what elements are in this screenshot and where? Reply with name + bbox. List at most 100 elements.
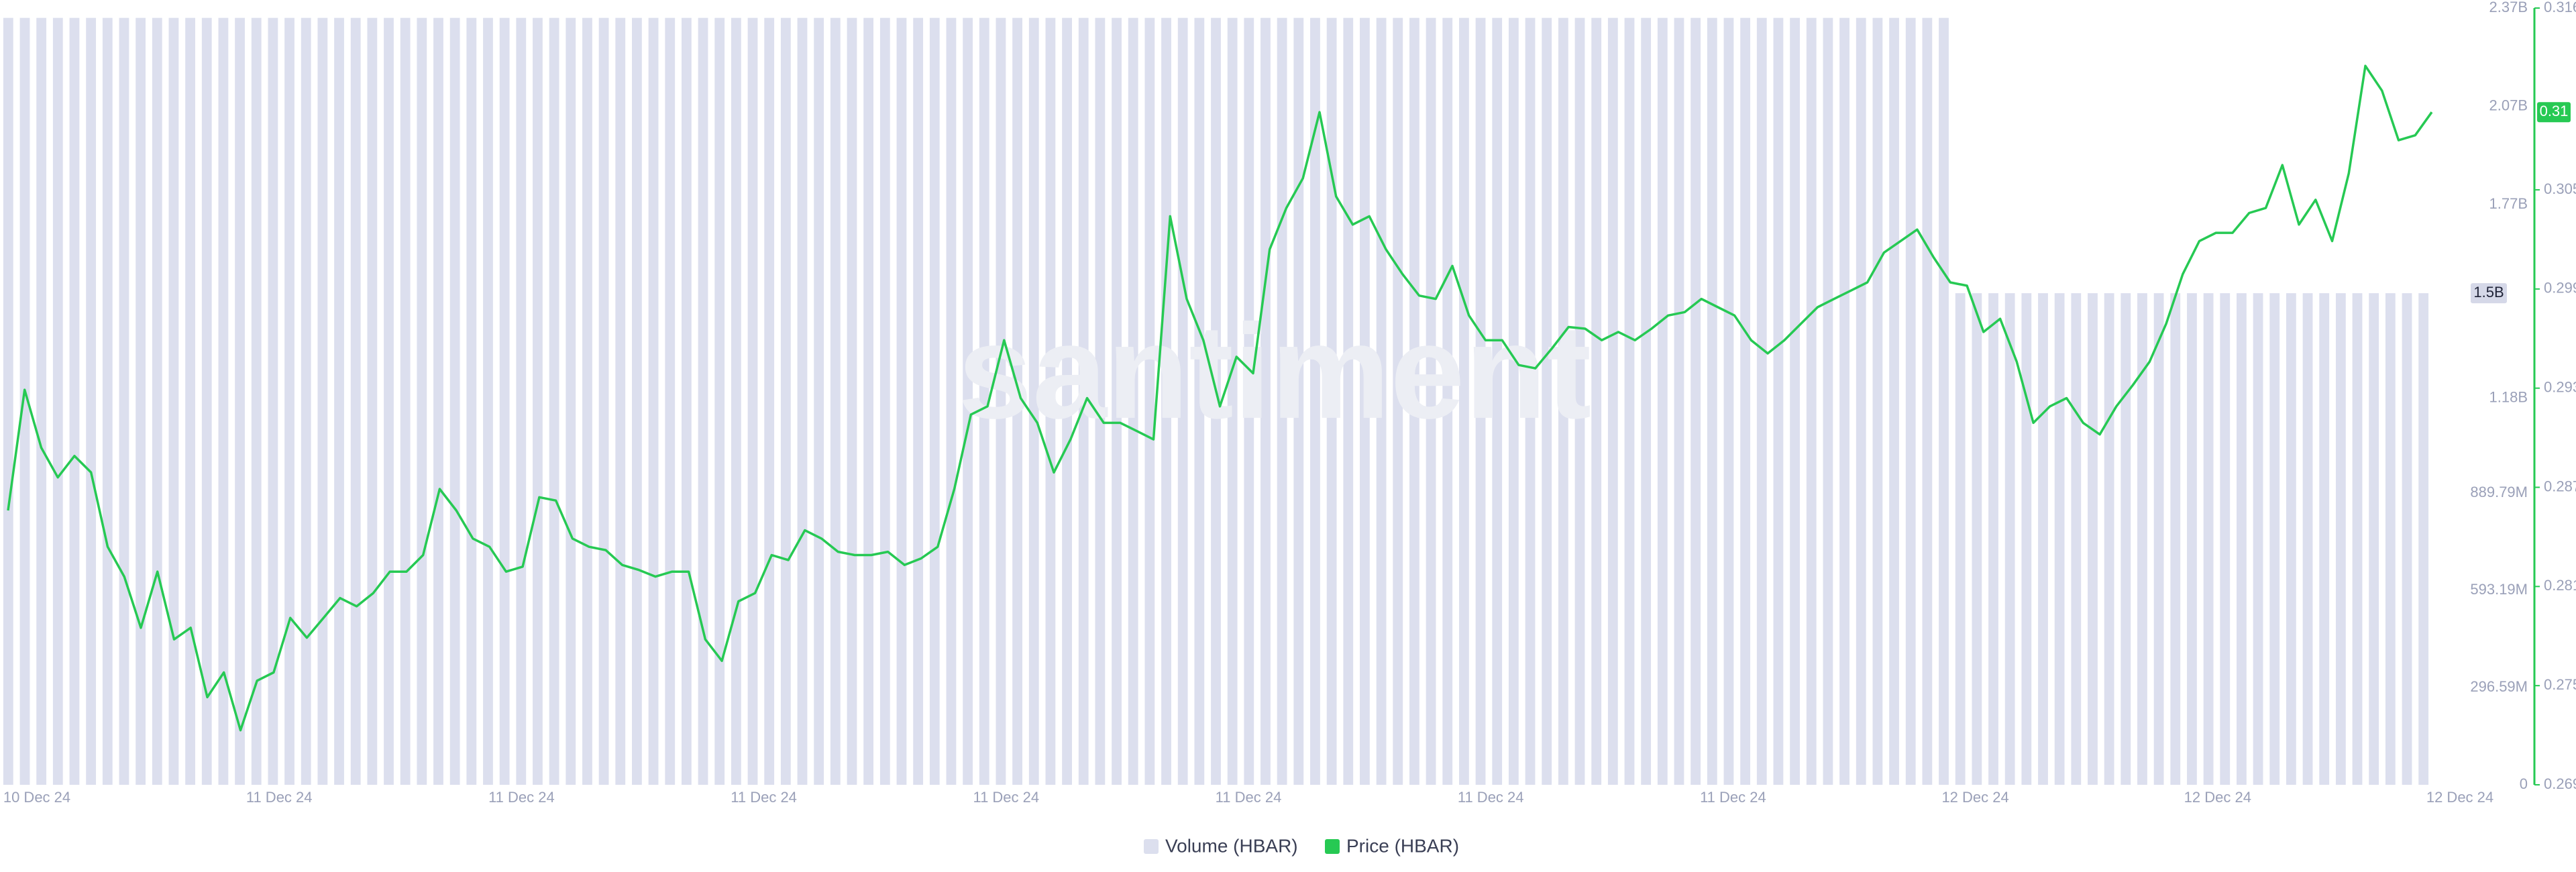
- volume-bar: [879, 17, 890, 785]
- volume-bar: [1393, 17, 1403, 785]
- volume-bar: [235, 17, 245, 785]
- y2-tick-label: 0.281: [2544, 577, 2576, 594]
- volume-bar: [1823, 17, 1833, 785]
- legend-label: Volume (HBAR): [1165, 835, 1298, 856]
- volume-bar: [218, 17, 229, 785]
- volume-bar: [2335, 293, 2346, 785]
- volume-bar: [632, 17, 642, 785]
- volume-bar: [1889, 17, 1899, 785]
- volume-bar: [979, 17, 989, 785]
- volume-bar: [1707, 17, 1717, 785]
- volume-bar: [201, 17, 212, 785]
- volume-bar: [2352, 293, 2363, 785]
- volume-bar: [2054, 293, 2065, 785]
- y-tick-label: 2.07B: [2489, 97, 2528, 113]
- volume-bar: [268, 17, 278, 785]
- volume-bar: [1161, 17, 1171, 785]
- volume-bar: [2153, 293, 2164, 785]
- volume-bar: [1095, 17, 1106, 785]
- volume-bar: [1028, 17, 1039, 785]
- volume-bar: [2203, 293, 2214, 785]
- x-tick-label: 12 Dec 24: [2184, 789, 2251, 806]
- volume-bar: [119, 17, 129, 785]
- volume-bar: [2121, 293, 2131, 785]
- volume-bar: [996, 17, 1006, 785]
- volume-bar: [301, 17, 311, 785]
- volume-bar: [1607, 17, 1618, 785]
- volume-bar: [1723, 17, 1734, 785]
- volume-bar: [1790, 17, 1800, 785]
- volume-bar: [1310, 17, 1320, 785]
- legend-swatch: [1144, 839, 1159, 854]
- volume-bar: [1591, 17, 1602, 785]
- volume-bar: [400, 17, 411, 785]
- volume-bar: [1078, 17, 1089, 785]
- x-tick-label: 11 Dec 24: [1700, 789, 1766, 806]
- volume-bar: [1045, 17, 1056, 785]
- price-last-tag: 0.31: [2540, 103, 2569, 119]
- legend-swatch: [1325, 839, 1340, 854]
- volume-bar: [598, 17, 609, 785]
- volume-bar: [1872, 17, 1883, 785]
- volume-bar: [3, 17, 13, 785]
- volume-bar: [1244, 17, 1254, 785]
- volume-bar: [2269, 293, 2280, 785]
- volume-bar: [52, 17, 63, 785]
- volume-bar: [2004, 293, 2015, 785]
- volume-bar: [1839, 17, 1849, 785]
- volume-bar: [152, 17, 162, 785]
- volume-bar: [1211, 17, 1221, 785]
- volume-bar: [516, 17, 527, 785]
- volume-bar: [665, 17, 676, 785]
- volume-bar: [1376, 17, 1387, 785]
- volume-bar: [483, 17, 493, 785]
- volume-bar: [2402, 293, 2412, 785]
- volume-bar: [582, 17, 592, 785]
- volume-bar: [1459, 17, 1469, 785]
- volume-bar: [1194, 17, 1205, 785]
- volume-bar: [433, 17, 443, 785]
- volume-bar: [102, 17, 113, 785]
- x-tick-label: 11 Dec 24: [731, 789, 797, 806]
- y-tick-label: 1.77B: [2489, 195, 2528, 212]
- volume-bar: [2237, 293, 2247, 785]
- x-tick-label: 11 Dec 24: [488, 789, 555, 806]
- x-tick-label: 10 Dec 24: [3, 789, 70, 806]
- volume-bar: [2385, 293, 2396, 785]
- volume-bar: [1756, 17, 1767, 785]
- x-tick-label: 12 Dec 24: [2426, 789, 2493, 806]
- volume-bar: [1293, 17, 1304, 785]
- y-tick-label: 2.37B: [2489, 0, 2528, 15]
- volume-bar: [499, 17, 510, 785]
- volume-bar: [2369, 293, 2379, 785]
- volume-bar: [731, 17, 741, 785]
- volume-bar: [2137, 293, 2147, 785]
- y2-tick-label: 0.316: [2544, 0, 2576, 15]
- volume-bar: [1939, 17, 1949, 785]
- y-tick-label: 0: [2520, 775, 2528, 792]
- volume-bar: [847, 17, 857, 785]
- volume-bar: [2286, 293, 2296, 785]
- volume-bar: [681, 17, 692, 785]
- volume-bar: [830, 17, 841, 785]
- volume-bar: [1012, 17, 1022, 785]
- volume-last-tag-bg: [2471, 283, 2507, 304]
- volume-bar: [1690, 17, 1701, 785]
- volume-bar: [417, 17, 427, 785]
- volume-bar: [896, 17, 907, 785]
- volume-bar: [533, 17, 543, 785]
- volume-bar: [1657, 17, 1668, 785]
- volume-bar: [2088, 293, 2098, 785]
- volume-bar: [714, 17, 725, 785]
- volume-bar: [36, 17, 47, 785]
- axes: 0 296.59M 593.19M 889.79M 1.18B 1.77B 2.07B 2.3…: [3, 0, 2576, 806]
- volume-bar: [1542, 17, 1552, 785]
- volume-bar: [814, 17, 824, 785]
- volume-bar: [1955, 293, 1966, 785]
- y2-tick-label: 0.299: [2544, 280, 2576, 296]
- y2-tick-label: 0.305: [2544, 180, 2576, 197]
- volume-bar: [1128, 17, 1138, 785]
- volume-bar: [2038, 293, 2048, 785]
- x-tick-label: 11 Dec 24: [246, 789, 313, 806]
